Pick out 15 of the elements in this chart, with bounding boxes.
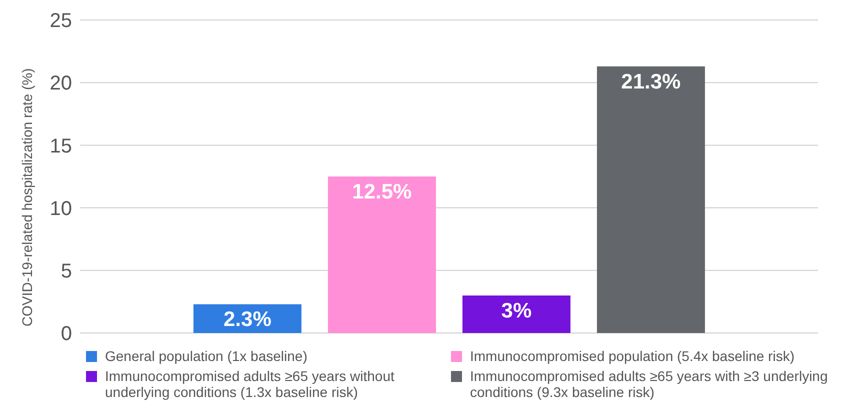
- data-label: 21.3%: [621, 70, 682, 94]
- y-axis-title: COVID-19-related hospitalization rate (%): [18, 68, 35, 326]
- y-tick-label: 20: [50, 72, 72, 95]
- legend-label: Immunocompromised population (5.4x baseline risk): [470, 348, 794, 364]
- y-tick-label: 25: [50, 10, 72, 32]
- legend-label: General population (1x baseline): [105, 348, 308, 364]
- legend-label: Immunocompromised adults ≥65 years with ≥3 underlying conditions (9.3x baseline risk): [470, 368, 829, 400]
- y-tick-label: 0: [60, 323, 72, 346]
- data-label: 2.3%: [224, 308, 272, 332]
- data-label: 12.5%: [352, 180, 412, 204]
- y-tick-label: 15: [50, 135, 72, 158]
- y-tick-label: 10: [50, 198, 72, 220]
- data-label: 3%: [501, 299, 532, 322]
- legend-label: Immunocompromised adults ≥65 years without underlying conditions (1.3x baseline risk): [105, 368, 396, 400]
- y-tick-label: 5: [60, 260, 72, 282]
